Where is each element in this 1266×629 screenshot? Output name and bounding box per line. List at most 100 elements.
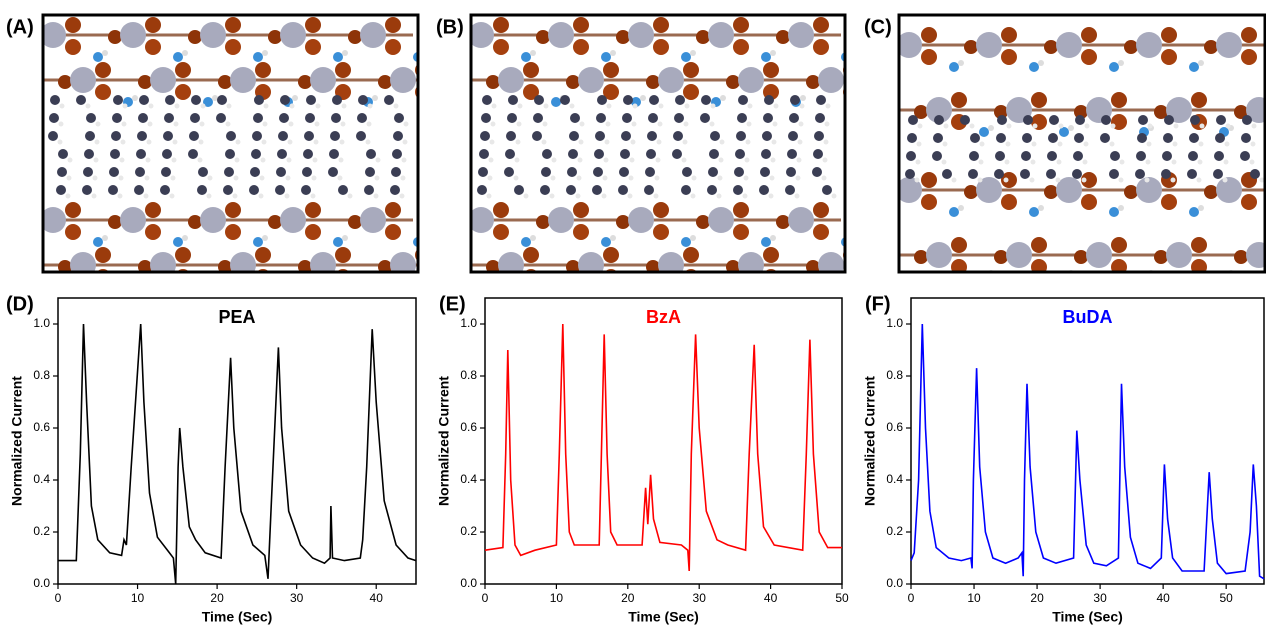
atom	[673, 131, 683, 141]
atom	[628, 175, 634, 181]
atom	[597, 95, 607, 105]
atom	[513, 175, 519, 181]
atom	[206, 193, 212, 199]
atom	[175, 247, 191, 263]
atom	[490, 121, 496, 127]
atom	[1029, 62, 1039, 72]
atom	[743, 175, 749, 181]
atom	[58, 121, 64, 127]
atom	[43, 22, 66, 48]
atom	[197, 185, 207, 195]
atom	[1198, 205, 1204, 211]
atom	[110, 149, 120, 159]
atom	[850, 235, 856, 241]
atom	[871, 282, 881, 292]
atom	[566, 260, 580, 272]
atom	[225, 202, 241, 218]
atom	[378, 260, 392, 272]
atom	[507, 113, 517, 123]
atom	[646, 260, 660, 272]
y-tick-label: 0.4	[886, 472, 903, 486]
atom	[108, 30, 122, 44]
atom	[578, 139, 584, 145]
atom	[123, 282, 133, 292]
atom	[340, 121, 346, 127]
atom	[232, 193, 238, 199]
panel-label: (F)	[865, 293, 891, 315]
atom	[788, 207, 814, 233]
atom	[710, 103, 716, 109]
atom	[225, 224, 241, 240]
atom	[602, 175, 608, 181]
atom	[816, 95, 826, 105]
atom	[1084, 123, 1090, 129]
atom	[58, 149, 68, 159]
y-tick-label: 1.0	[886, 316, 903, 330]
atom	[682, 139, 688, 145]
atom	[921, 27, 937, 43]
atom	[629, 157, 635, 163]
atom	[850, 50, 856, 56]
atom	[341, 103, 347, 109]
atom	[150, 67, 176, 93]
atom	[934, 115, 944, 125]
atom	[400, 175, 406, 181]
atom	[390, 252, 416, 272]
atom	[968, 169, 978, 179]
atom	[498, 67, 524, 93]
atom	[191, 95, 201, 105]
atom	[132, 95, 138, 101]
atom	[812, 167, 822, 177]
atom	[788, 131, 798, 141]
atom	[292, 95, 298, 101]
atom	[253, 52, 263, 62]
atom	[305, 39, 321, 55]
atom	[880, 280, 886, 286]
atom	[1110, 123, 1116, 129]
atom	[1119, 159, 1125, 165]
atom	[286, 157, 292, 163]
atom	[491, 103, 497, 109]
atom	[385, 224, 401, 240]
atom	[1223, 159, 1229, 165]
atom	[173, 237, 183, 247]
atom	[1055, 177, 1061, 183]
atom	[375, 157, 381, 163]
atom	[1048, 133, 1058, 143]
atom	[233, 175, 239, 181]
atom	[533, 113, 543, 123]
atom	[486, 193, 492, 199]
atom	[646, 149, 656, 159]
atom	[188, 149, 198, 159]
atom	[121, 121, 127, 127]
x-axis-label: Time (Sec)	[202, 609, 273, 625]
atom	[994, 105, 1008, 119]
atom	[1001, 172, 1017, 188]
atom	[1136, 32, 1162, 58]
atom	[742, 193, 748, 199]
atom	[726, 75, 740, 89]
atom	[1191, 92, 1207, 108]
atom	[708, 207, 734, 233]
atom	[969, 123, 975, 129]
atom	[1068, 125, 1074, 131]
atom	[384, 95, 394, 105]
atom	[471, 207, 494, 233]
atom	[799, 103, 805, 109]
atom	[43, 207, 66, 233]
atom	[489, 139, 495, 145]
atom	[601, 237, 611, 247]
atom	[366, 121, 372, 127]
atom	[506, 131, 516, 141]
atom	[1031, 92, 1047, 108]
atom	[95, 247, 111, 263]
atom	[1056, 177, 1082, 203]
x-tick-label: 10	[967, 591, 981, 605]
atom	[653, 224, 669, 240]
y-tick-label: 0.8	[886, 368, 903, 382]
plot-frame	[484, 297, 843, 585]
y-tick-label: 1.0	[460, 316, 477, 330]
atom	[314, 121, 320, 127]
atom	[1031, 141, 1037, 147]
atom	[683, 84, 699, 100]
